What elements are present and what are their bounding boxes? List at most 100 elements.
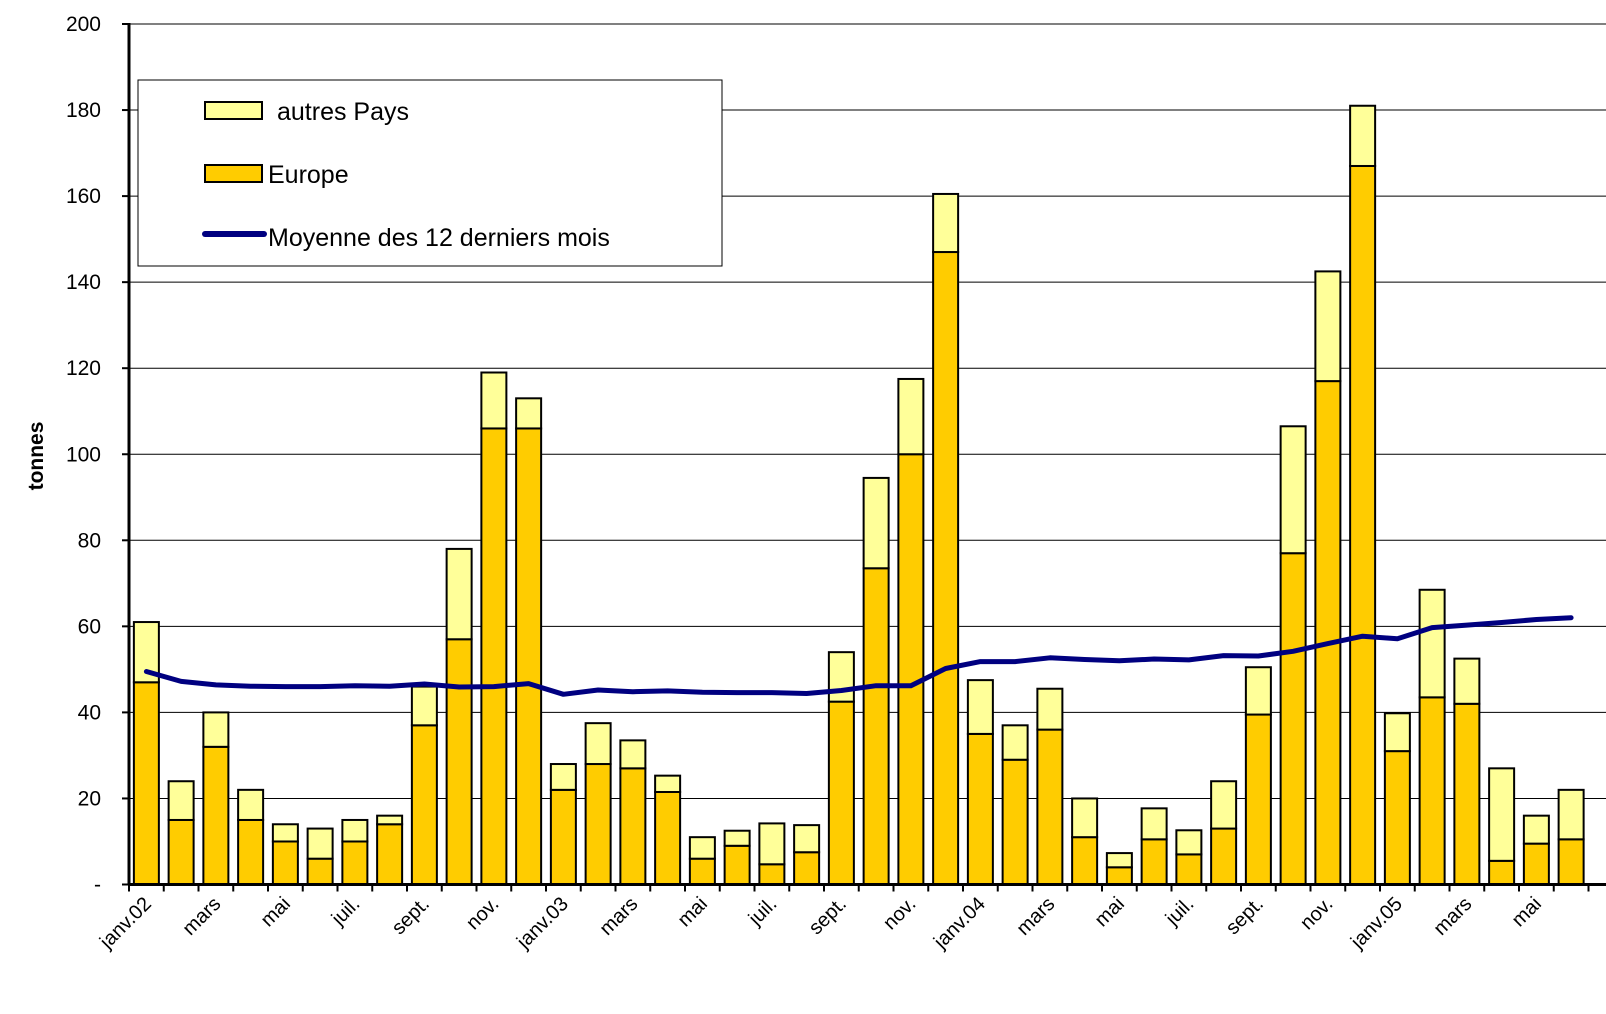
y-tick-label: 140 (66, 271, 101, 294)
bar-autres-pays (306, 827, 334, 860)
bar-autres-pays (932, 192, 960, 254)
bar-autres-pays (1418, 588, 1446, 699)
legend: autres Pays Europe Moyenne des 12 dernie… (137, 79, 723, 267)
x-tick-label: nov. (879, 893, 920, 934)
bar-europe (1349, 164, 1377, 886)
bar-autres-pays (1001, 724, 1029, 761)
bar-europe (1522, 842, 1550, 886)
bar-europe (1418, 696, 1446, 886)
y-tick-label: 100 (66, 443, 101, 466)
bar-europe (306, 857, 334, 886)
bar-europe (1140, 838, 1168, 886)
bar-autres-pays (1210, 780, 1238, 830)
bar-europe (1071, 836, 1099, 886)
bar-europe (480, 427, 508, 886)
x-tick-label: janv.02 (95, 893, 156, 954)
bar-autres-pays (897, 377, 925, 456)
bar-europe (1314, 380, 1342, 886)
bar-europe (1244, 713, 1272, 886)
bar-autres-pays (167, 780, 195, 821)
y-tick-label: 120 (66, 357, 101, 380)
bar-autres-pays (654, 774, 682, 793)
bar-europe (1105, 866, 1133, 886)
x-tick-label: sept. (805, 893, 851, 939)
bar-autres-pays (1557, 788, 1585, 841)
bar-europe (688, 857, 716, 886)
bar-europe (619, 767, 647, 886)
bar-autres-pays (688, 836, 716, 860)
bar-autres-pays (341, 818, 369, 843)
bar-europe (1383, 750, 1411, 886)
bar-autres-pays (1349, 104, 1377, 167)
bar-europe (515, 427, 543, 886)
y-tick-label: 160 (66, 185, 101, 208)
bar-europe (1175, 853, 1203, 886)
bar-autres-pays (1140, 807, 1168, 841)
x-tick-label: mars (1012, 893, 1059, 940)
bar-europe (167, 818, 195, 886)
bar-europe (549, 788, 577, 886)
bar-autres-pays (1453, 657, 1481, 705)
x-tick-label: janv.05 (1346, 893, 1407, 954)
x-tick-label: mars (178, 893, 225, 940)
bar-autres-pays (723, 829, 751, 847)
x-tick-label: sept. (388, 893, 434, 939)
y-tick-label: 40 (78, 701, 101, 724)
y-tick-label: 20 (78, 787, 101, 810)
x-tick-label: nov. (462, 893, 503, 934)
bar-europe (723, 844, 751, 886)
bar-autres-pays (966, 679, 994, 735)
y-tick-label: 60 (78, 615, 101, 638)
x-tick-label: mars (1429, 893, 1476, 940)
bar-europe (132, 681, 160, 886)
bar-autres-pays (445, 547, 473, 641)
x-tick-label: mai (257, 893, 295, 931)
bar-autres-pays (1522, 814, 1550, 845)
bar-europe (793, 851, 821, 886)
bar-autres-pays (515, 397, 543, 430)
bar-autres-pays (1071, 797, 1099, 839)
line-moyenne-12-mois (143, 615, 1574, 697)
y-tick-label: 180 (66, 99, 101, 122)
x-tick-label: mai (1091, 893, 1129, 931)
bar-autres-pays (202, 711, 230, 748)
bar-europe (966, 732, 994, 886)
bar-autres-pays (410, 685, 438, 727)
bar-europe (758, 863, 786, 886)
legend-swatch-autres-pays (204, 101, 263, 120)
bar-autres-pays (1175, 829, 1203, 856)
bar-autres-pays (271, 823, 299, 843)
bar-autres-pays (480, 371, 508, 430)
bar-europe (1001, 758, 1029, 886)
bar-autres-pays (827, 651, 855, 703)
bar-europe (897, 453, 925, 886)
x-tick-label: janv.03 (512, 893, 573, 954)
bar-autres-pays (1383, 712, 1411, 753)
bar-europe (341, 840, 369, 886)
legend-swatch-europe (204, 164, 263, 183)
bar-europe (1279, 552, 1307, 886)
x-tick-label: mai (1508, 893, 1546, 931)
bar-europe (584, 763, 612, 886)
legend-label-europe: Europe (268, 161, 349, 189)
x-tick-label: janv.04 (929, 893, 990, 954)
x-tick-label: mai (674, 893, 712, 931)
bar-europe (271, 840, 299, 886)
x-tick-label: juil. (1161, 893, 1198, 930)
bar-autres-pays (549, 763, 577, 791)
bar-europe (862, 567, 890, 886)
legend-label-moyenne: Moyenne des 12 derniers mois (268, 224, 610, 252)
bar-autres-pays (1036, 687, 1064, 731)
bar-europe (1036, 728, 1064, 886)
bar-autres-pays (619, 739, 647, 770)
bar-autres-pays (862, 476, 890, 570)
bar-autres-pays (376, 814, 404, 826)
x-tick-label: sept. (1222, 893, 1268, 939)
bar-autres-pays (793, 824, 821, 854)
x-tick-label: mars (595, 893, 642, 940)
bar-autres-pays (1314, 270, 1342, 383)
bar-autres-pays (1244, 666, 1272, 716)
bar-europe (654, 790, 682, 886)
bar-europe (237, 818, 265, 886)
